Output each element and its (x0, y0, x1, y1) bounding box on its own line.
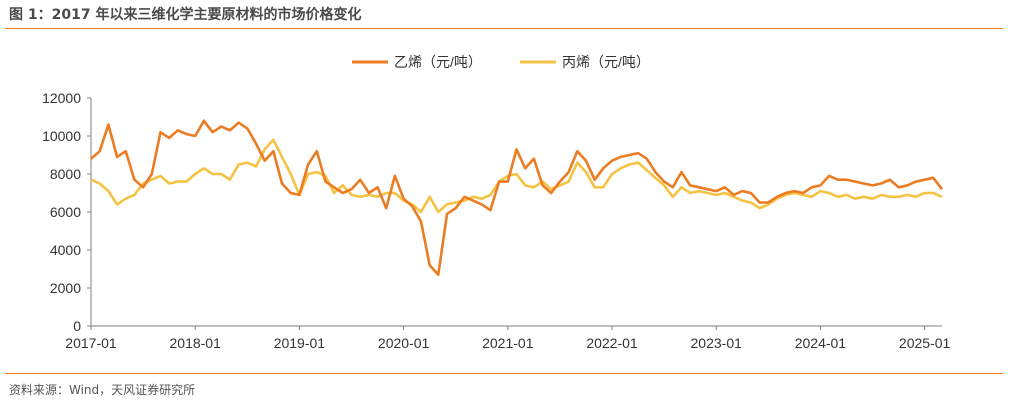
y-tick-label: 6000 (50, 204, 81, 220)
chart-axes: 0 2000 4000 6000 8000 10000 12000 2017-01 2018-0… (42, 90, 950, 351)
x-tick-label: 2022-01 (586, 335, 638, 351)
x-tick-label: 2025-01 (899, 335, 951, 351)
x-tick-label: 2023-01 (691, 335, 743, 351)
figure-title: 图 1：2017 年以来三维化学主要原材料的市场价格变化 (9, 7, 362, 23)
y-tick-label: 4000 (50, 242, 81, 258)
y-tick-label: 8000 (50, 166, 81, 182)
y-tick-label: 2000 (50, 280, 81, 296)
source-note: 资料来源：Wind，天风证券研究所 (9, 383, 196, 397)
x-tick-label: 2018-01 (170, 335, 222, 351)
legend-label: 乙烯（元/吨） (394, 54, 482, 70)
x-tick-label: 2021-01 (482, 335, 534, 351)
y-tick-label: 0 (73, 318, 81, 334)
legend-item-ethylene: 乙烯（元/吨） (352, 54, 482, 70)
line-chart: 乙烯（元/吨） 丙烯（元/吨） 0 2000 4000 6000 8000 10000 120… (42, 54, 950, 351)
ethylene-line (90, 119, 944, 277)
legend-label: 丙烯（元/吨） (562, 54, 650, 70)
x-tick-label: 2019-01 (274, 335, 326, 351)
source-divider (5, 373, 1003, 374)
y-tick-label: 12000 (42, 90, 81, 106)
y-tick-label: 10000 (42, 128, 81, 144)
x-tick-label: 2024-01 (795, 335, 847, 351)
x-tick-label: 2020-01 (378, 335, 430, 351)
propylene-line (90, 138, 943, 214)
title-divider (5, 28, 1003, 29)
x-tick-label: 2017-01 (65, 335, 117, 351)
legend-item-propylene: 丙烯（元/吨） (520, 54, 650, 70)
chart-legend: 乙烯（元/吨） 丙烯（元/吨） (352, 54, 650, 70)
chart-series (90, 119, 944, 277)
